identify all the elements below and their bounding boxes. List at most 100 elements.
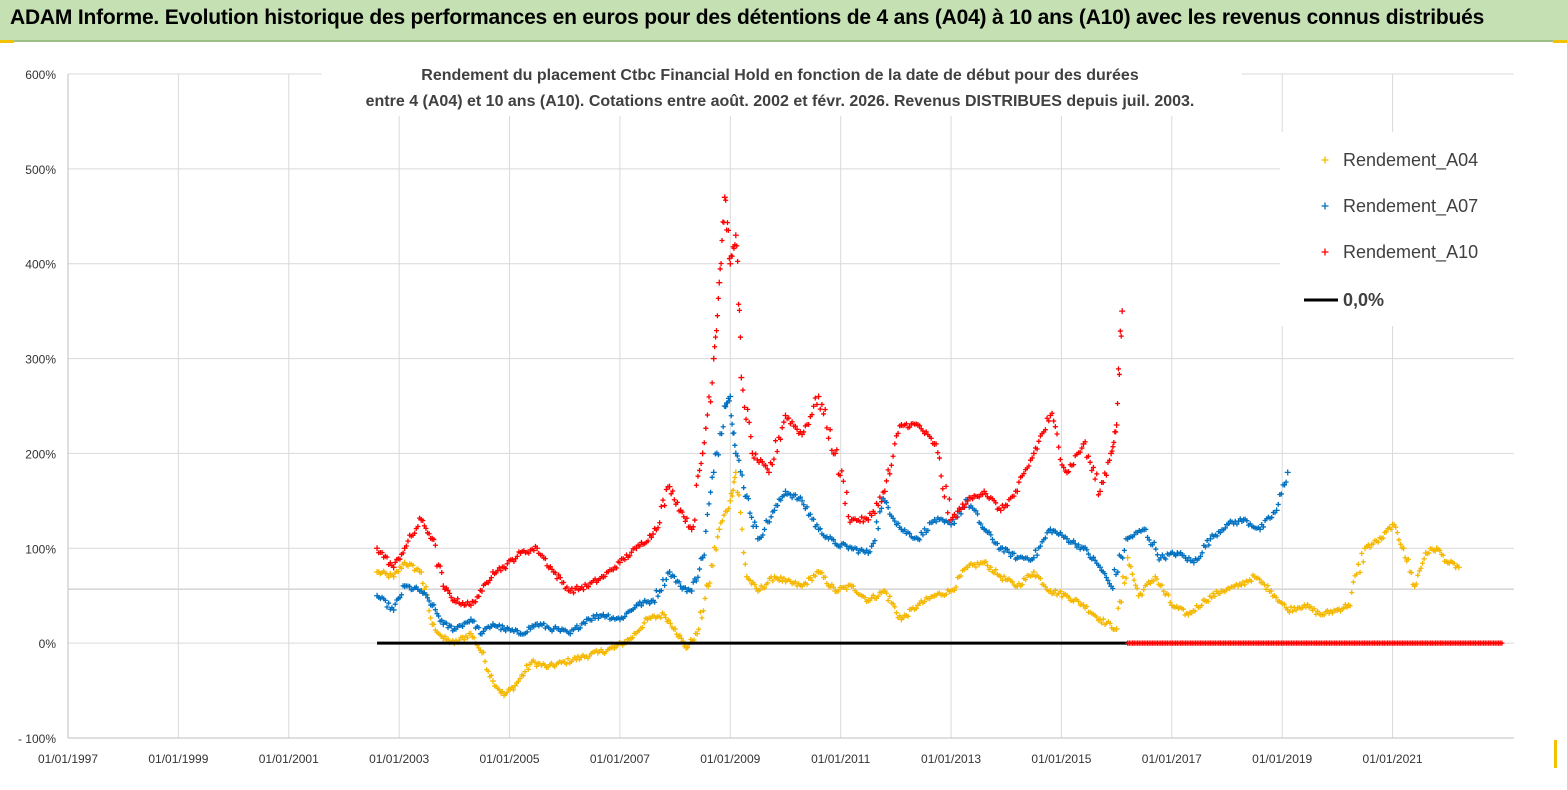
data-point: [417, 515, 423, 521]
data-point: [1030, 569, 1037, 575]
data-point: [460, 624, 466, 630]
data-point: [532, 659, 538, 665]
data-point: [1402, 555, 1408, 561]
data-point: [704, 512, 710, 518]
data-point: [875, 593, 881, 599]
data-point: [778, 436, 784, 442]
data-point: [514, 553, 520, 559]
data-point: [1206, 542, 1212, 548]
data-point: [532, 543, 538, 549]
data-point: [764, 466, 770, 472]
data-point: [859, 514, 865, 520]
data-point: [614, 565, 620, 571]
data-point: [1072, 541, 1078, 547]
data-point: [768, 514, 774, 520]
data-point: [647, 601, 653, 607]
data-point: [1095, 562, 1101, 568]
data-point: [599, 613, 605, 619]
data-point: [1161, 588, 1167, 594]
data-point: [1116, 371, 1122, 377]
data-point: [1370, 541, 1376, 547]
data-point: [461, 637, 467, 643]
data-point: [746, 419, 752, 425]
data-point: [715, 452, 721, 458]
data-point: [476, 593, 482, 599]
data-point: [903, 421, 909, 427]
data-point: [1217, 590, 1223, 596]
data-point: [423, 525, 429, 531]
data-point: [547, 564, 553, 570]
data-point: [738, 374, 745, 381]
data-point: [512, 682, 519, 689]
data-point: [747, 510, 753, 516]
data-point: [752, 581, 758, 587]
x-tick-label: 01/01/2019: [1252, 752, 1312, 766]
data-point: [448, 594, 454, 600]
data-point: [1156, 557, 1162, 563]
data-point: [1054, 431, 1060, 437]
data-point: [917, 537, 923, 543]
data-point: [1057, 457, 1063, 463]
legend-label: 0,0%: [1343, 290, 1384, 310]
data-point: [1342, 602, 1348, 608]
data-point: [885, 597, 891, 603]
data-point: [812, 395, 818, 401]
data-point: [574, 623, 580, 629]
data-point: [864, 516, 870, 522]
data-point: [708, 399, 714, 405]
data-point: [560, 658, 566, 664]
y-tick-label: 300%: [25, 353, 56, 367]
data-point: [1240, 579, 1246, 585]
data-point: [1030, 450, 1037, 457]
x-tick-label: 01/01/1997: [38, 752, 98, 766]
chart: 600% 500% 400% 300% 200% 100% 0% - 100% 01/01/19…: [18, 60, 1514, 766]
data-point: [708, 489, 714, 495]
data-point: [1122, 580, 1128, 586]
data-point: [792, 423, 798, 429]
data-point: [747, 577, 753, 583]
data-point: [713, 547, 719, 553]
data-point: [531, 547, 537, 553]
data-point: [729, 493, 735, 499]
data-point: [602, 573, 608, 579]
data-point: [854, 546, 860, 552]
data-point: [782, 488, 789, 495]
data-point: [1239, 519, 1245, 525]
data-point: [1272, 510, 1278, 516]
data-point: [499, 623, 505, 629]
data-point: [447, 590, 453, 596]
data-point: [420, 518, 426, 524]
data-point: [830, 451, 836, 457]
data-point: [980, 560, 986, 566]
data-point: [1115, 401, 1121, 407]
data-point: [1151, 578, 1157, 584]
data-point: [709, 380, 715, 386]
data-point: [1237, 516, 1243, 522]
data-point: [1099, 620, 1105, 626]
x-tick-label: 01/01/1999: [148, 752, 208, 766]
data-point: [1110, 444, 1116, 450]
data-point: [779, 425, 785, 431]
data-point: [893, 610, 899, 616]
data-point: [786, 415, 792, 421]
data-point: [721, 403, 728, 409]
data-point: [958, 511, 964, 517]
data-point: [821, 411, 827, 417]
data-point: [412, 530, 418, 536]
data-point: [655, 525, 661, 531]
data-point: [762, 585, 768, 591]
data-point: [814, 401, 820, 407]
data-point: [870, 541, 876, 547]
data-point: [541, 621, 547, 627]
data-point: [717, 266, 723, 272]
data-point: [897, 613, 903, 619]
data-point: [637, 599, 643, 605]
data-point: [423, 592, 429, 598]
data-point: [549, 628, 555, 634]
data-point: [693, 578, 699, 584]
data-point: [403, 543, 409, 549]
data-point: [1059, 594, 1065, 600]
data-point: [1118, 333, 1124, 339]
data-point: [765, 580, 771, 586]
data-point: [760, 532, 766, 538]
